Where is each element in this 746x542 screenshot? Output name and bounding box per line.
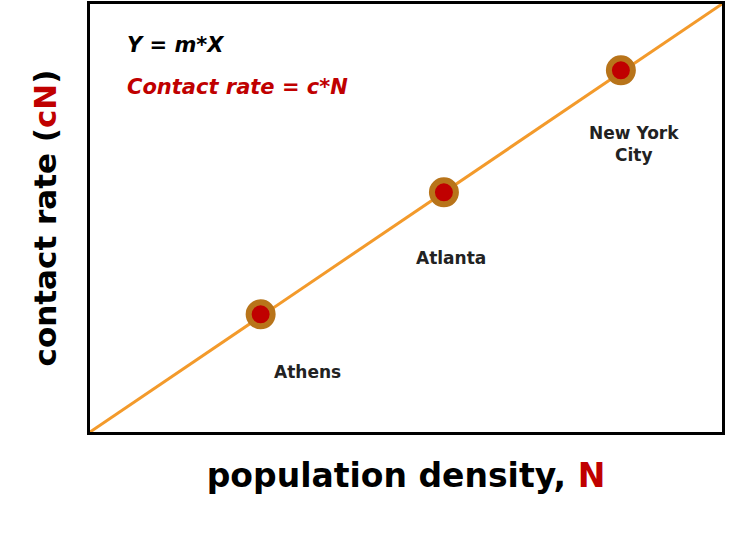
svg-text:Atlanta: Atlanta <box>416 248 486 268</box>
svg-text:population density, N: population density, N <box>207 456 606 495</box>
svg-text:Y = m*X: Y = m*X <box>127 33 225 57</box>
svg-text:contact rate (cN): contact rate (cN) <box>27 70 63 367</box>
svg-text:New YorkCity: New YorkCity <box>589 123 679 165</box>
svg-text:Athens: Athens <box>274 362 341 382</box>
svg-text:Contact rate = c*N: Contact rate = c*N <box>127 75 348 99</box>
